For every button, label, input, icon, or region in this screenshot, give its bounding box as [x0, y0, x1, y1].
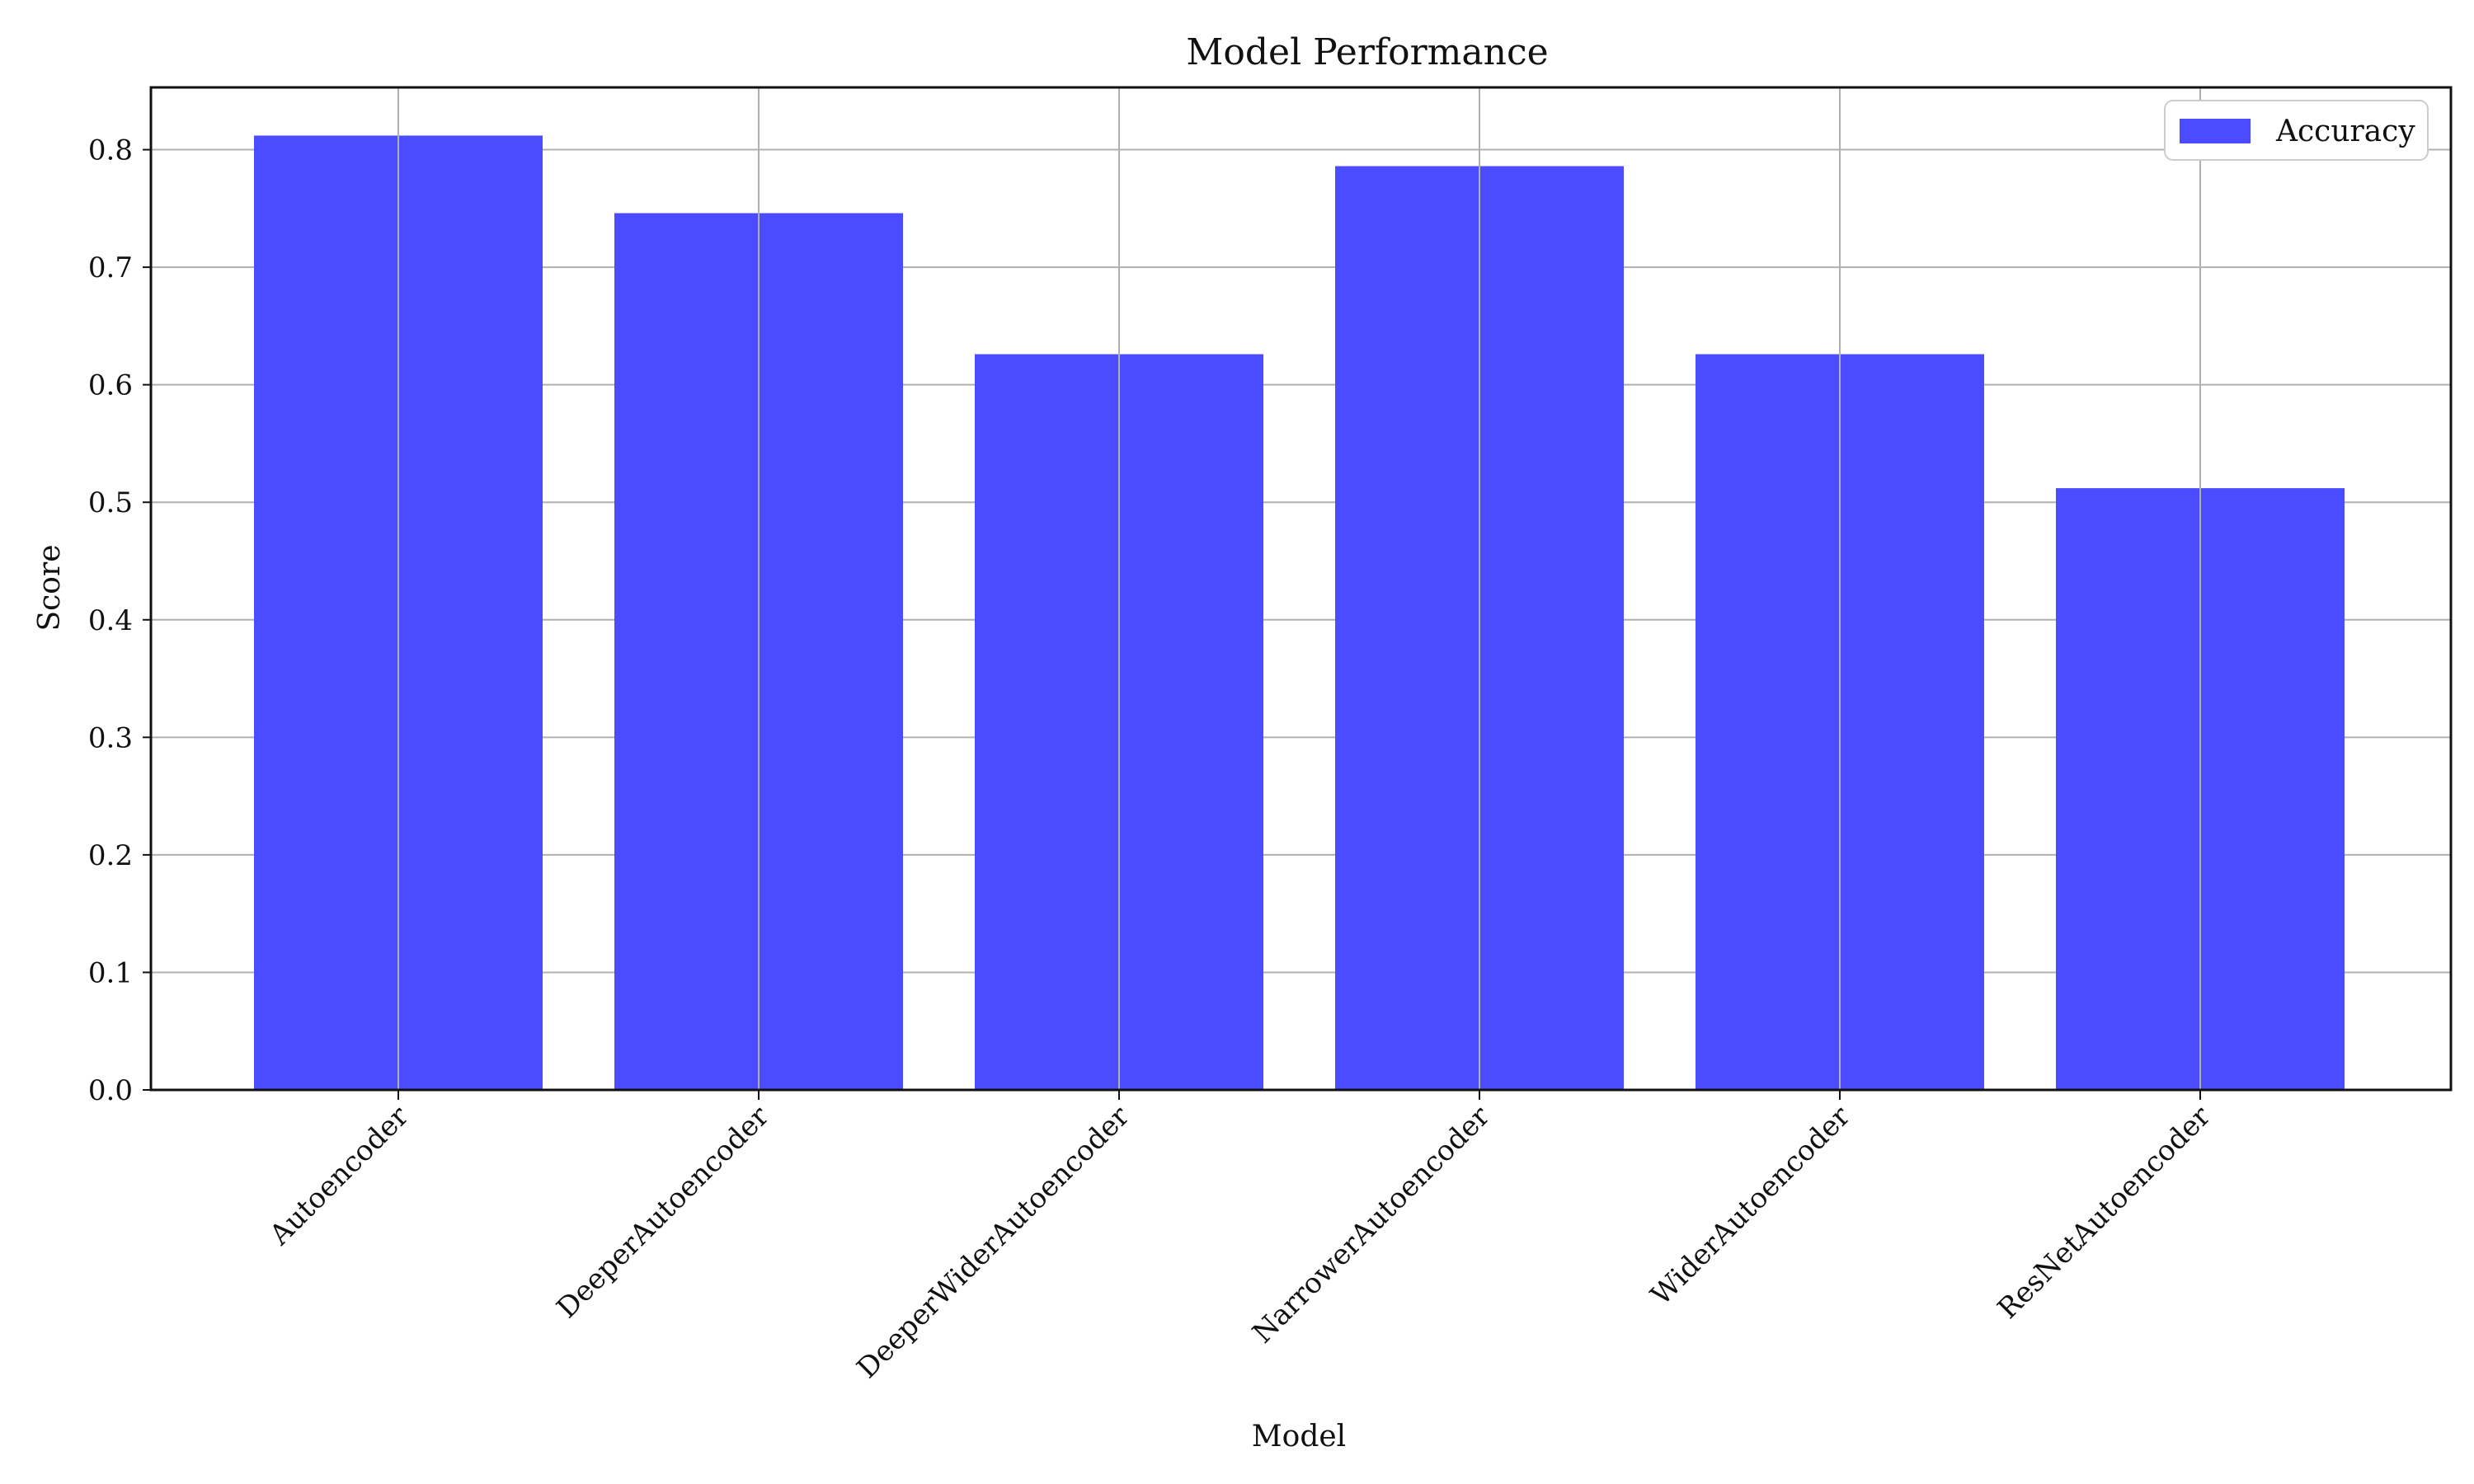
legend-swatch — [2180, 119, 2251, 143]
y-tick-label: 0.8 — [88, 134, 133, 167]
y-tick-label: 0.2 — [88, 839, 133, 872]
chart-title: Model Performance — [1186, 31, 1548, 73]
y-tick-label: 0.0 — [88, 1074, 133, 1107]
y-tick-label: 0.5 — [88, 486, 133, 519]
y-axis-label: Score — [33, 544, 67, 631]
legend-label: Accuracy — [2275, 115, 2415, 148]
y-tick-label: 0.4 — [88, 604, 133, 637]
legend: Accuracy — [2164, 100, 2429, 161]
y-tick-label: 0.6 — [88, 369, 133, 402]
y-tick-label: 0.1 — [88, 956, 133, 989]
y-tick-label: 0.3 — [88, 721, 133, 754]
y-ticks: 0.0 0.1 0.2 0.3 0.4 0.5 0.6 0.7 0.8 — [88, 134, 151, 1107]
plot-frame — [149, 86, 2453, 1092]
axes — [149, 86, 2453, 1092]
y-tick-label: 0.7 — [88, 251, 133, 284]
x-axis-label: Model — [1252, 1420, 1346, 1453]
vertical-grid-lines — [397, 87, 2201, 1090]
legend-box — [2164, 100, 2429, 161]
